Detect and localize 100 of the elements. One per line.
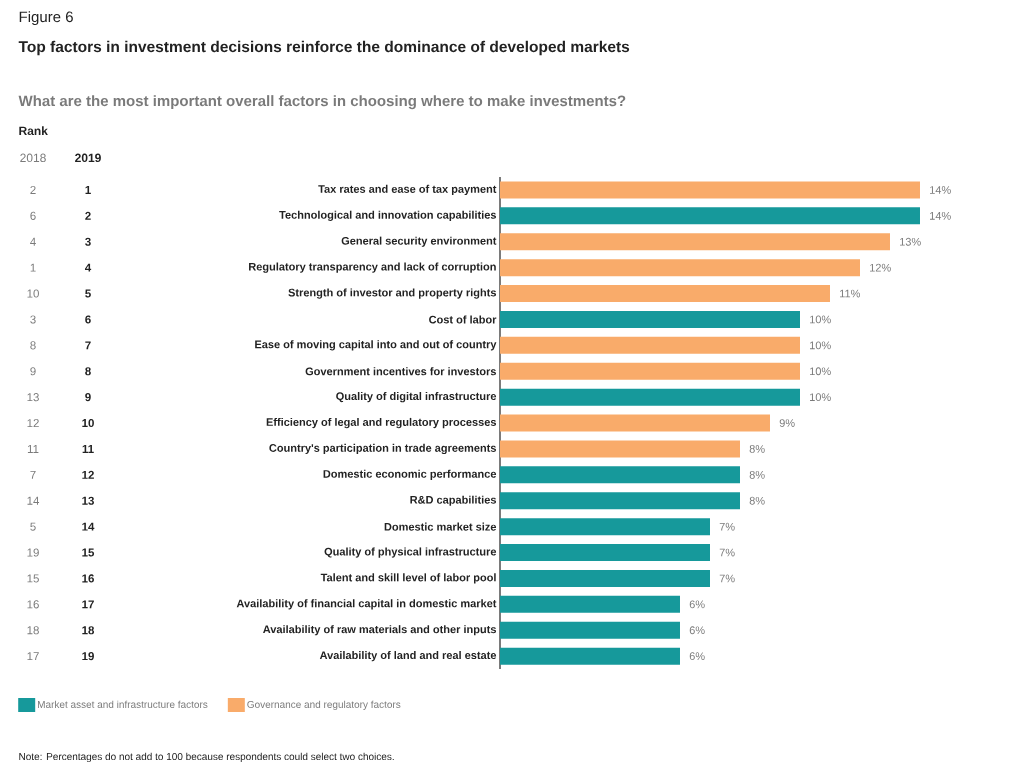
y-tick-label: Availability of land and real estate bbox=[319, 651, 497, 662]
text: 5 bbox=[30, 522, 36, 531]
text: 18 bbox=[27, 626, 39, 635]
text: 7 bbox=[85, 341, 91, 350]
text: Note: Percentages do not add to 100 because respondents could select two choices. bbox=[19, 752, 394, 763]
bar bbox=[500, 466, 740, 484]
text: 4 bbox=[30, 237, 36, 246]
data-label: 8% bbox=[749, 470, 765, 479]
y-tick-label: Efficiency of legal and regulatory processes bbox=[266, 417, 496, 429]
data-label: 8% bbox=[749, 496, 765, 505]
text: 19 bbox=[27, 548, 39, 557]
legend-label: Governance and regulatory factors bbox=[247, 700, 401, 710]
bar bbox=[500, 492, 740, 510]
text: 10 bbox=[82, 418, 94, 428]
text: 12 bbox=[82, 470, 94, 479]
data-label: 6% bbox=[689, 626, 705, 635]
y-tick-label: Talent and skill level of labor pool bbox=[320, 573, 496, 584]
bar bbox=[500, 233, 890, 251]
bar bbox=[500, 388, 800, 406]
text: 11 bbox=[82, 445, 94, 453]
bar bbox=[500, 647, 680, 665]
text: 6 bbox=[30, 211, 36, 220]
y-tick-label: Strength of investor and property rights bbox=[288, 288, 497, 299]
bar bbox=[500, 621, 680, 639]
text: 4 bbox=[84, 263, 92, 272]
text: 17 bbox=[27, 652, 39, 661]
bar bbox=[500, 310, 800, 328]
y-tick-label: Quality of digital infrastructure bbox=[336, 392, 497, 403]
data-label: 12% bbox=[870, 263, 891, 272]
data-label: 7% bbox=[719, 574, 735, 583]
data-label: 6% bbox=[689, 600, 705, 609]
text: 8 bbox=[85, 367, 91, 376]
text: 6 bbox=[85, 315, 91, 324]
data-label: 10% bbox=[810, 341, 831, 350]
data-label: 10% bbox=[810, 315, 831, 324]
data-label: 7% bbox=[719, 522, 735, 531]
text: 14 bbox=[82, 522, 95, 531]
text: 1 bbox=[85, 186, 91, 194]
text: 9 bbox=[30, 367, 36, 376]
text: 12 bbox=[27, 419, 39, 428]
y-tick-label: Country's participation in trade agreements bbox=[269, 443, 496, 455]
data-label: 6% bbox=[689, 652, 705, 661]
data-label: 8% bbox=[749, 445, 765, 453]
y-tick-label: Tax rates and ease of tax payment bbox=[318, 184, 497, 196]
text: 13 bbox=[82, 496, 94, 505]
data-label: 13% bbox=[900, 237, 921, 246]
y-tick-label: Technological and innovation capabilities bbox=[279, 210, 497, 222]
bar bbox=[500, 414, 770, 432]
y-tick-label: R&D capabilities bbox=[410, 495, 496, 506]
y-tick-label: Domestic economic performance bbox=[323, 469, 497, 480]
bar bbox=[500, 285, 830, 303]
text: 13 bbox=[27, 393, 39, 402]
bar bbox=[500, 595, 680, 613]
text: 3 bbox=[30, 315, 36, 324]
text: 2019 bbox=[75, 153, 101, 163]
text: 19 bbox=[82, 652, 94, 661]
text: Rank bbox=[19, 126, 48, 136]
text: 16 bbox=[82, 574, 94, 583]
caption: Figure 6 bbox=[19, 11, 73, 26]
text: 15 bbox=[27, 574, 39, 583]
text: 15 bbox=[82, 548, 95, 557]
y-tick-label: Domestic market size bbox=[384, 522, 497, 531]
bar bbox=[500, 362, 800, 380]
data-label: 9% bbox=[779, 419, 795, 427]
y-tick-label: Regulatory transparency and lack of corruption bbox=[249, 262, 496, 273]
data-label: 14% bbox=[930, 186, 951, 194]
bar bbox=[500, 544, 710, 562]
text: What are the most important overall factors in choosing where to make investments? bbox=[18, 95, 626, 110]
data-label: 7% bbox=[719, 548, 735, 557]
text: 2 bbox=[85, 211, 91, 220]
y-tick-label: General security environment bbox=[341, 236, 497, 247]
bar bbox=[500, 440, 740, 458]
data-label: 11% bbox=[840, 289, 860, 298]
y-tick-label: Ease of moving capital into and out of country bbox=[255, 340, 497, 351]
bar bbox=[500, 569, 710, 587]
data-label: 10% bbox=[810, 393, 831, 402]
text: 18 bbox=[82, 626, 95, 635]
legend-label: Market asset and infrastructure factors bbox=[38, 700, 208, 708]
bar bbox=[500, 207, 920, 225]
text: 3 bbox=[85, 237, 91, 246]
data-label: 10% bbox=[810, 367, 831, 376]
text: 10 bbox=[27, 289, 39, 298]
y-tick-label: Availability of raw materials and other inputs bbox=[263, 625, 496, 636]
bar bbox=[500, 336, 800, 354]
y-tick-label: Availability of financial capital in domestic market bbox=[236, 599, 497, 610]
data-label: 14% bbox=[930, 212, 951, 220]
y-tick-label: Quality of physical infrastructure bbox=[324, 547, 497, 558]
bar bbox=[500, 181, 920, 199]
text: 17 bbox=[82, 600, 94, 609]
text: 2018 bbox=[20, 153, 46, 163]
text: 8 bbox=[30, 341, 36, 350]
y-tick-label: Cost of labor bbox=[429, 315, 497, 324]
text: 2 bbox=[30, 185, 36, 194]
bar bbox=[500, 518, 710, 536]
text: 7 bbox=[30, 470, 36, 479]
text: Top factors in investment decisions reinforce the dominance of developed markets bbox=[18, 40, 630, 56]
y-tick-label: Government incentives for investors bbox=[305, 367, 496, 376]
text: 1 bbox=[30, 263, 36, 272]
text: 16 bbox=[27, 600, 39, 609]
text: 9 bbox=[85, 393, 91, 402]
